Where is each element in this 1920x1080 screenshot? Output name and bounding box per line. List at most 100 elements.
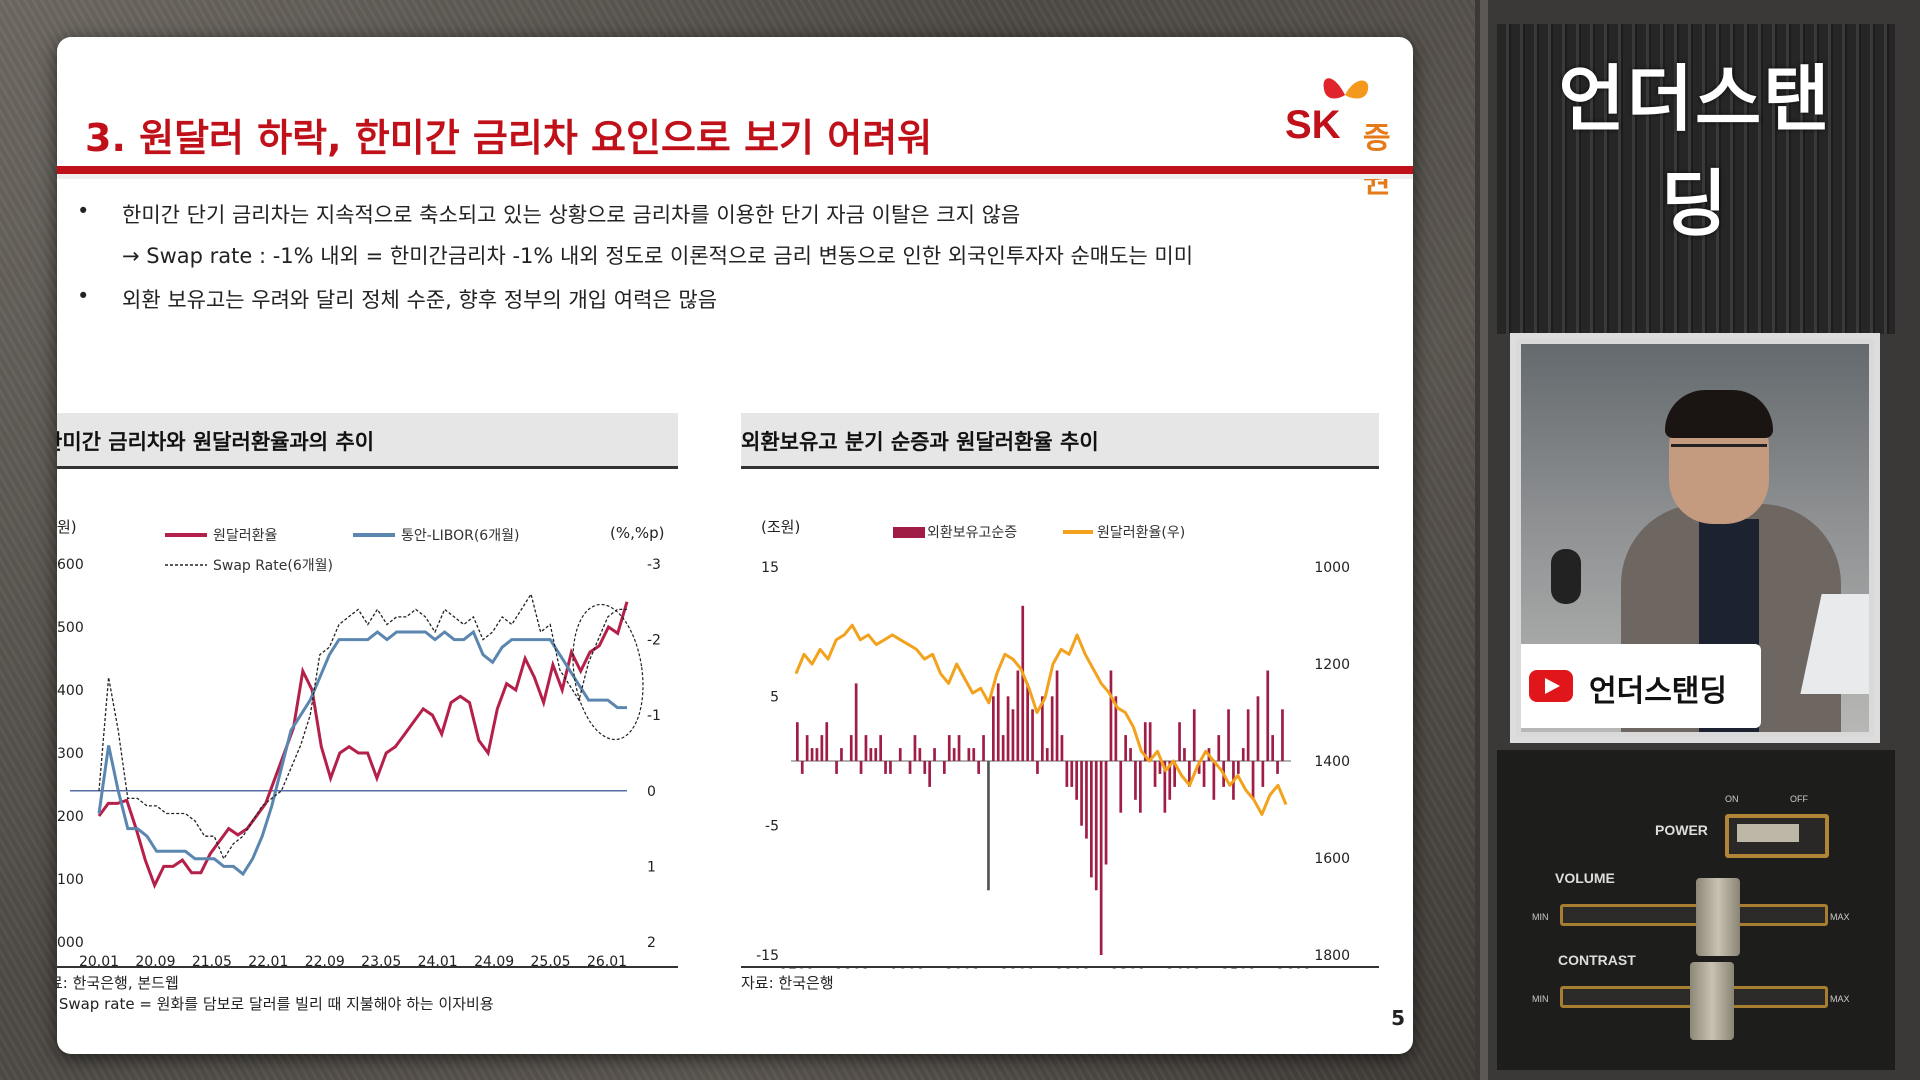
volume-slider-knob[interactable] (1696, 878, 1740, 956)
right-chart-header: 외환보유고 분기 순증과 원달러환율 추이 (741, 413, 1379, 469)
bar (874, 748, 878, 761)
bar (825, 722, 829, 761)
left-chart-header: 한미간 금리차와 원달러환율과의 추이 (57, 413, 678, 469)
right-chart: (조원) 외환보유고순증 원달러환율(우) 15 5 -5 -15 1000 1200 14… (756, 518, 1350, 969)
fx-line (794, 623, 1288, 816)
bar (796, 722, 799, 761)
bar (1134, 761, 1137, 800)
right-y-tick: 1800 (1314, 948, 1350, 964)
right-y-tick: 1400 (1314, 754, 1350, 770)
bar (967, 748, 971, 761)
x-tick: 24.01 (418, 954, 458, 969)
bullet-dot: • (77, 199, 90, 223)
host-hair (1665, 390, 1773, 438)
power-label: POWER (1655, 822, 1708, 838)
off-label: OFF (1790, 794, 1808, 804)
bar (1060, 735, 1064, 761)
left-chart-title: 한미간 금리차와 원달러환율과의 추이 (57, 430, 375, 454)
volume-label: VOLUME (1555, 870, 1615, 886)
bar (815, 748, 819, 761)
bar (982, 735, 985, 761)
x-tick: 20.01 (79, 954, 119, 969)
contrast-slider-knob[interactable] (1690, 962, 1734, 1040)
bar (1075, 761, 1078, 800)
bar (1183, 748, 1186, 761)
bar (1129, 748, 1132, 761)
bar (1114, 696, 1118, 761)
on-label: ON (1725, 794, 1739, 804)
left-y-tick: 15 (761, 560, 779, 576)
right-y-tick: -2 (647, 633, 661, 649)
legend-swap-label: Swap Rate(6개월) (213, 558, 333, 574)
bar (1016, 670, 1020, 761)
volume-slider-track[interactable] (1560, 904, 1828, 926)
power-switch-knob[interactable] (1737, 824, 1799, 842)
left-y-tick: 400 (57, 683, 84, 699)
bar (864, 735, 868, 761)
bar (972, 748, 976, 761)
legend-fx-line-label: 원달러환율(우) (1097, 525, 1185, 541)
channel-banner: 언더스탠딩 (1521, 644, 1761, 728)
bar (1099, 761, 1103, 955)
bar (1246, 709, 1250, 761)
x-tick: 2201 (1055, 967, 1091, 969)
legend-bars-swatch (893, 527, 925, 538)
legend-bars-label: 외환보유고순증 (927, 525, 1017, 541)
bar (854, 683, 858, 761)
left-chart-footnote: : Swap rate = 원화를 담보로 달러를 빌리 때 지불해야 하는 이… (57, 995, 494, 1013)
bar (1173, 761, 1176, 787)
bar (933, 748, 936, 761)
bar (943, 761, 946, 774)
bar (992, 696, 995, 761)
bar (859, 761, 863, 774)
left-chart-source: 료: 한국은행, 본드웹 (57, 974, 179, 992)
left-y-tick: -15 (756, 948, 779, 964)
left-y-tick: 000 (57, 935, 84, 951)
x-tick: 22.01 (248, 954, 288, 969)
x-tick: 24.09 (474, 954, 514, 969)
right-left-axis-unit: (조원) (761, 518, 800, 536)
bar (1241, 748, 1245, 761)
bar (952, 748, 956, 761)
x-tick: 26.01 (587, 954, 627, 969)
x-tick: 1801 (834, 967, 870, 969)
bar (820, 735, 824, 761)
bar (1168, 761, 1172, 800)
sk-securities-logo: SK 증권 (1285, 65, 1413, 200)
channel-banner-label: 언더스탠딩 (1589, 674, 1727, 709)
bar (1104, 761, 1108, 865)
bar (1119, 761, 1123, 813)
bar (1192, 709, 1196, 761)
left-chart-footer-line (57, 966, 678, 968)
bar (1158, 761, 1162, 774)
highlight-ellipse (572, 603, 644, 741)
bar (1227, 709, 1230, 761)
bar (913, 735, 917, 761)
bar (1050, 696, 1054, 761)
bar (805, 735, 809, 761)
bar (1021, 605, 1025, 761)
bar (947, 735, 951, 761)
x-tick: 21.05 (192, 954, 232, 969)
right-frame (1480, 0, 1920, 1080)
left-plot-area: 600 500 400 300 200 100 000 -3 -2 -1 0 1 2 20.01 20.09… (57, 557, 661, 969)
bar (996, 683, 1000, 761)
x-tick: 2501 (1221, 967, 1257, 969)
left-y-tick: 200 (57, 809, 84, 825)
series-line-0 (97, 601, 629, 890)
bar (1094, 761, 1098, 891)
bar (1011, 709, 1015, 761)
contrast-min-label: MIN (1532, 994, 1549, 1004)
bar (1045, 748, 1049, 761)
power-switch[interactable] (1725, 814, 1829, 858)
x-tick: 1701 (779, 967, 815, 969)
bar (1055, 670, 1059, 761)
contrast-label: CONTRAST (1558, 952, 1636, 968)
x-tick: 23.05 (361, 954, 401, 969)
bar (879, 735, 882, 761)
bar (810, 748, 814, 761)
page-number: 5 (1391, 1006, 1405, 1030)
left-y-tick: 500 (57, 620, 84, 636)
bar (1251, 761, 1255, 800)
left-y-tick: 600 (57, 557, 84, 573)
